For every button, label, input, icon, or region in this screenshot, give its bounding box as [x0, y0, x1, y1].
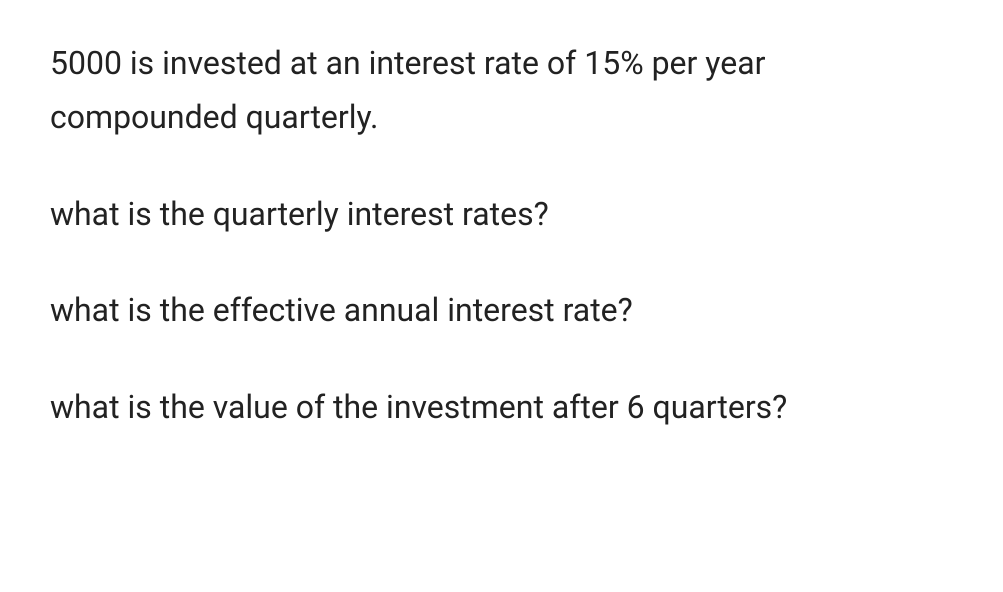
question-3: what is the value of the investment afte… [50, 380, 953, 434]
question-2: what is the effective annual interest ra… [50, 283, 953, 337]
question-1: what is the quarterly interest rates? [50, 187, 953, 241]
problem-statement: 5000 is invested at an interest rate of … [50, 36, 953, 145]
